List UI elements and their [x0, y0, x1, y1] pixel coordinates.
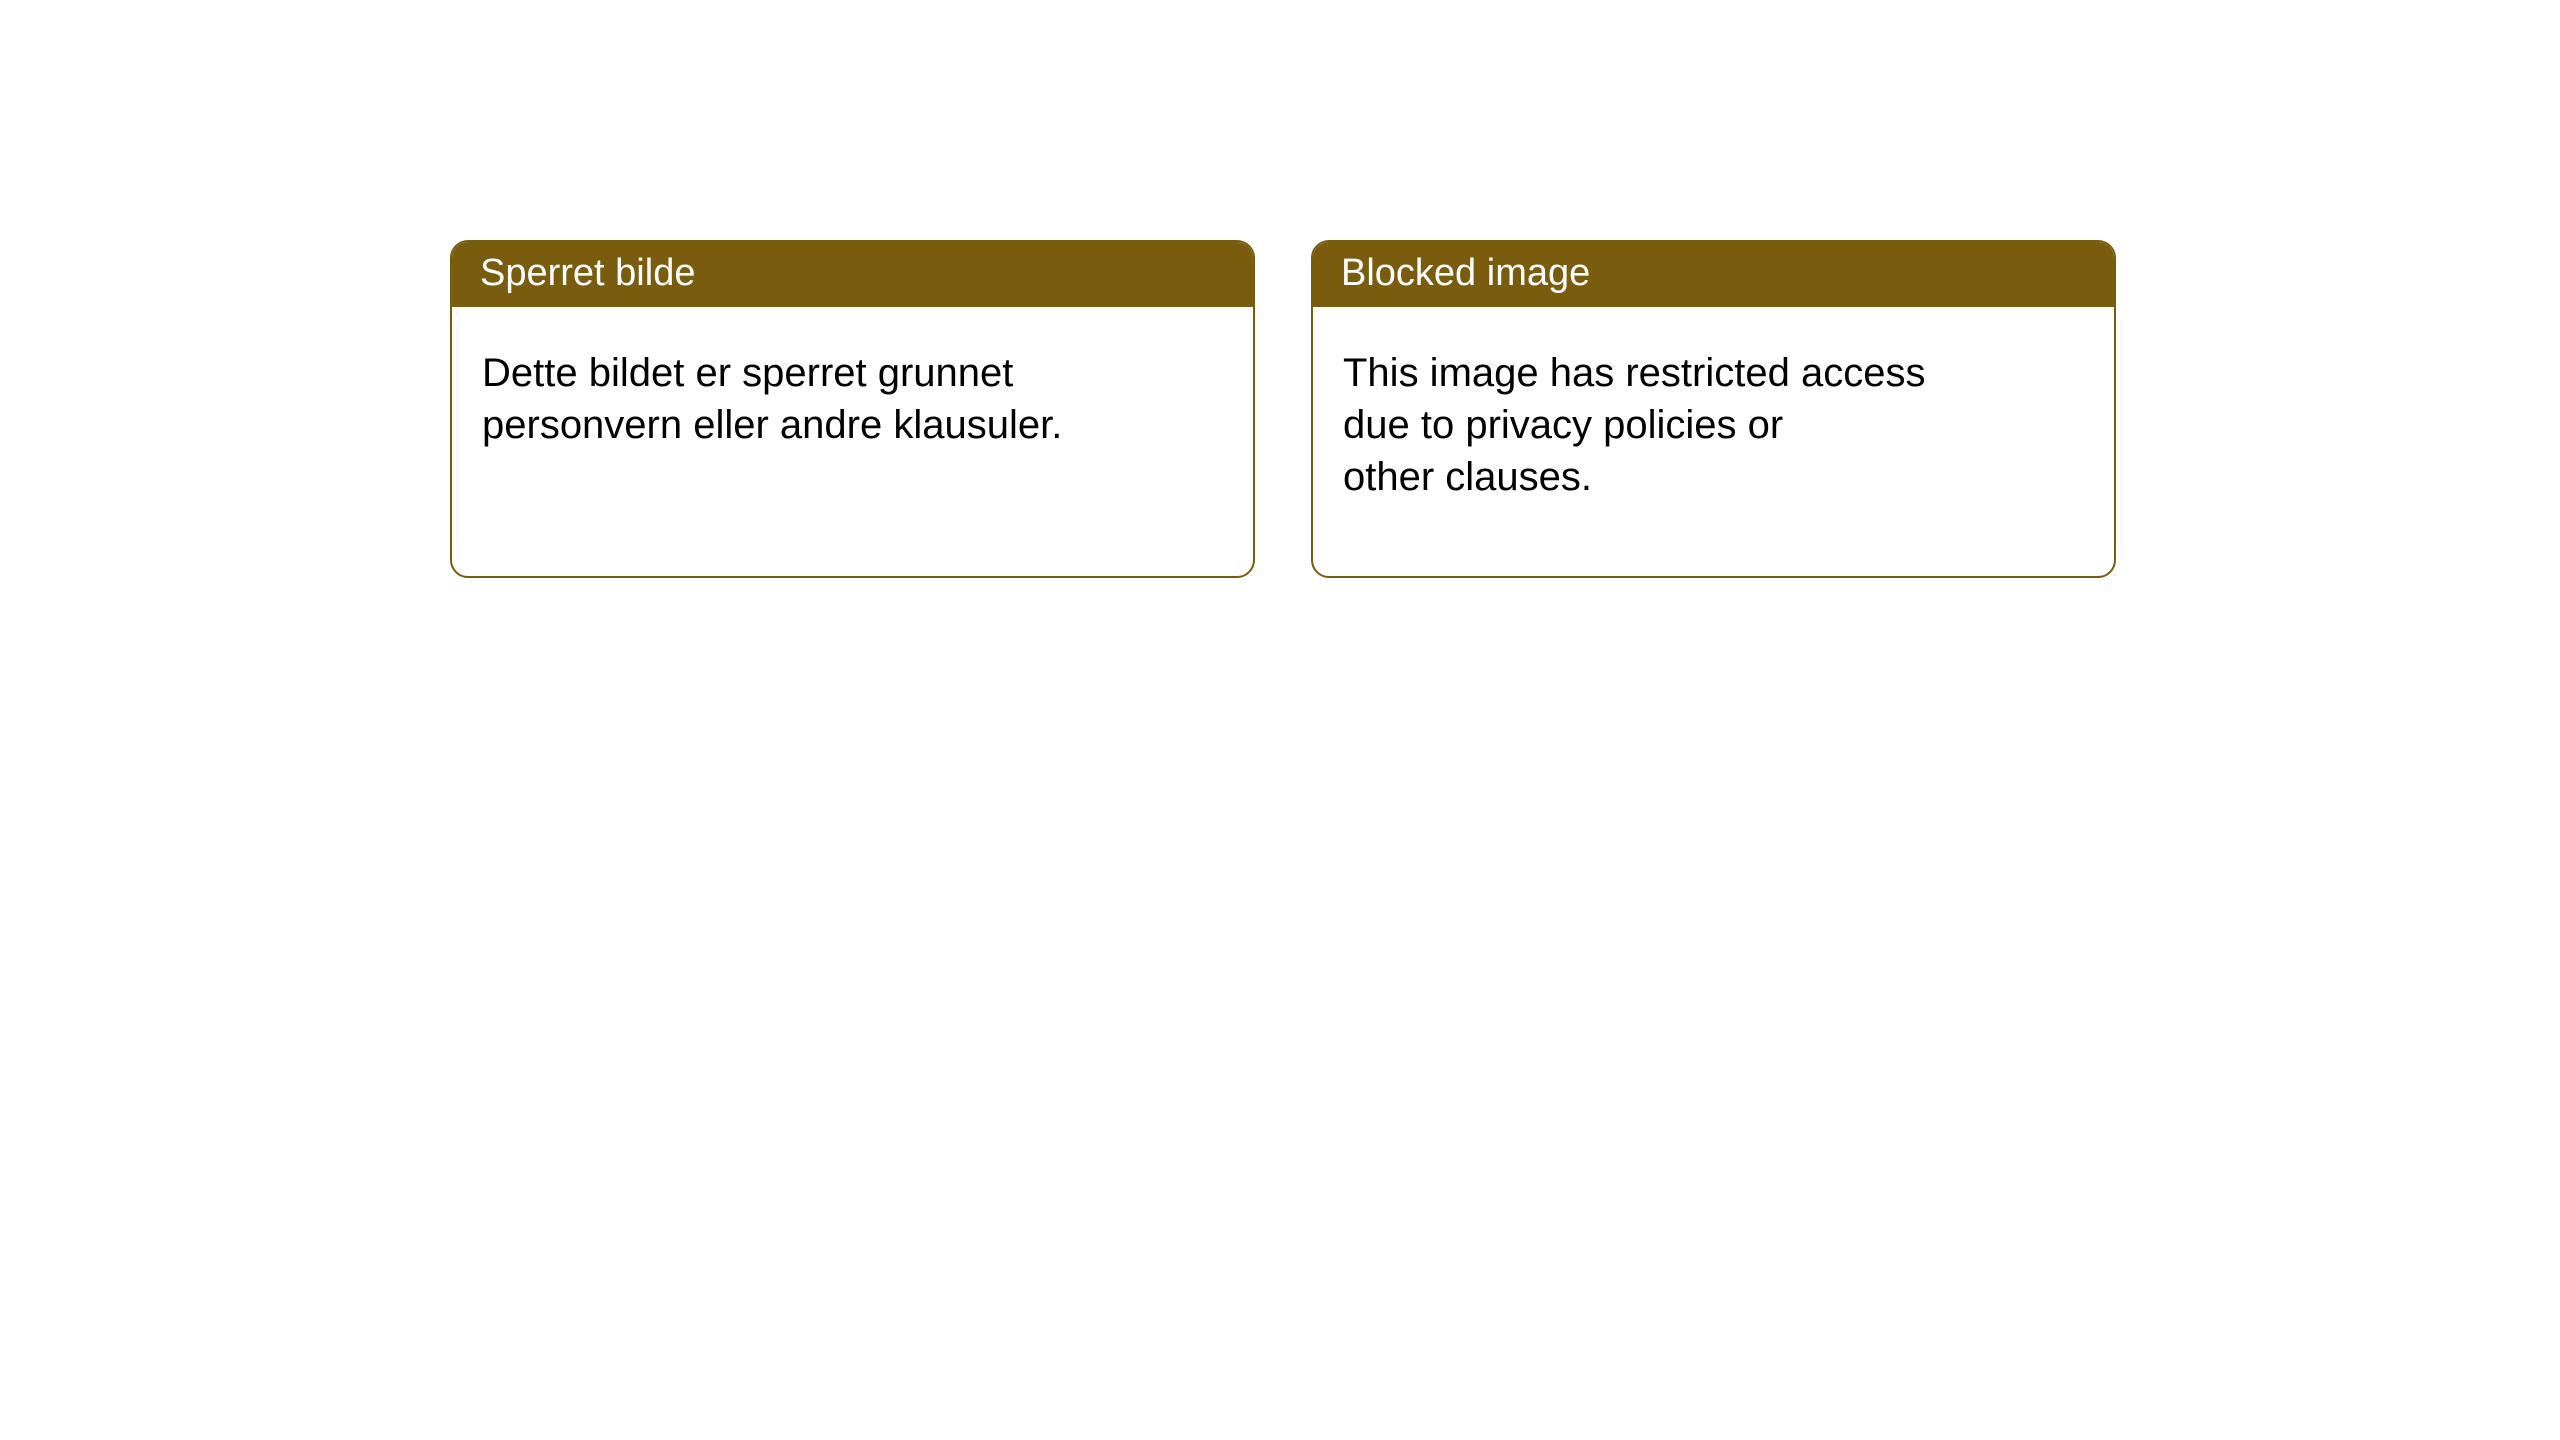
- notice-body-en: This image has restricted access due to …: [1313, 307, 2114, 543]
- notice-body-no: Dette bildet er sperret grunnet personve…: [452, 307, 1253, 491]
- notice-title-en: Blocked image: [1313, 242, 2114, 307]
- notice-title-no: Sperret bilde: [452, 242, 1253, 307]
- notice-container: Sperret bilde Dette bildet er sperret gr…: [0, 0, 2560, 578]
- notice-card-en: Blocked image This image has restricted …: [1311, 240, 2116, 578]
- notice-card-no: Sperret bilde Dette bildet er sperret gr…: [450, 240, 1255, 578]
